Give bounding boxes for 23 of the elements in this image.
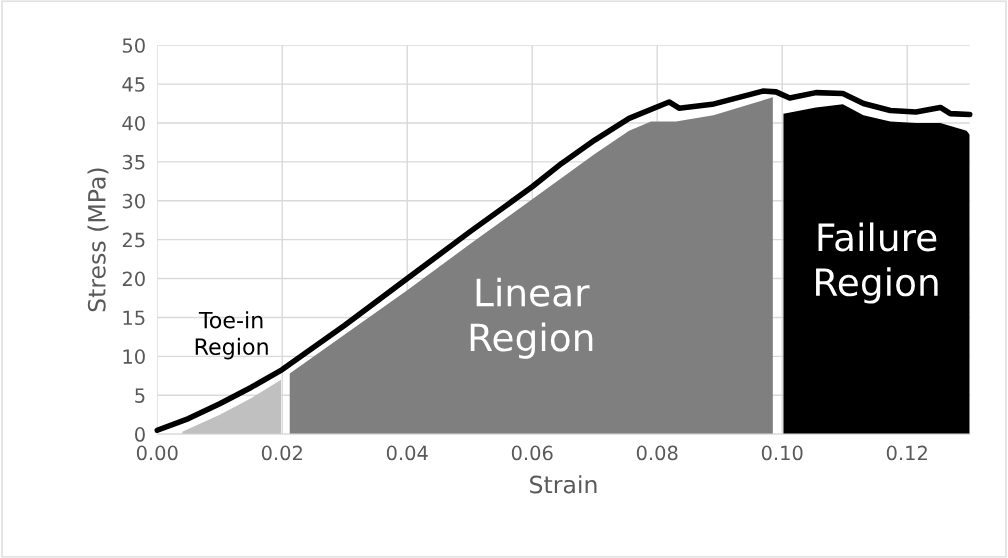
y-tick-label: 10 [123, 349, 145, 364]
y-tick-label: 50 [122, 38, 145, 53]
y-tick-label: 30 [122, 193, 145, 209]
x-tick-label: 0.02 [261, 445, 302, 461]
y-tick-label: 0 [135, 427, 145, 442]
x-tick-label: 0.06 [511, 445, 553, 461]
y-tick-label: 40 [122, 115, 145, 131]
annotation: Linear Region [470, 277, 593, 359]
annotation: Toe-in Region [195, 311, 268, 360]
x-tick-label: 0.04 [386, 445, 428, 461]
x-tick-label: 0.10 [761, 445, 803, 461]
x-tick-label: 0.00 [136, 445, 178, 461]
y-axis-title: Stress (MPa) [87, 168, 109, 312]
y-tick-label: 5 [135, 388, 145, 403]
y-tick-label: 20 [122, 271, 145, 287]
x-tick-label: 0.08 [636, 445, 678, 461]
x-axis-title: Strain [530, 475, 597, 494]
annotation: Failure Region [816, 222, 938, 304]
y-tick-label: 25 [122, 232, 145, 248]
y-tick-label: 35 [122, 154, 145, 170]
x-tick-label: 0.12 [886, 445, 927, 461]
y-tick-label: 45 [122, 77, 145, 92]
y-tick-label: 15 [123, 310, 145, 326]
